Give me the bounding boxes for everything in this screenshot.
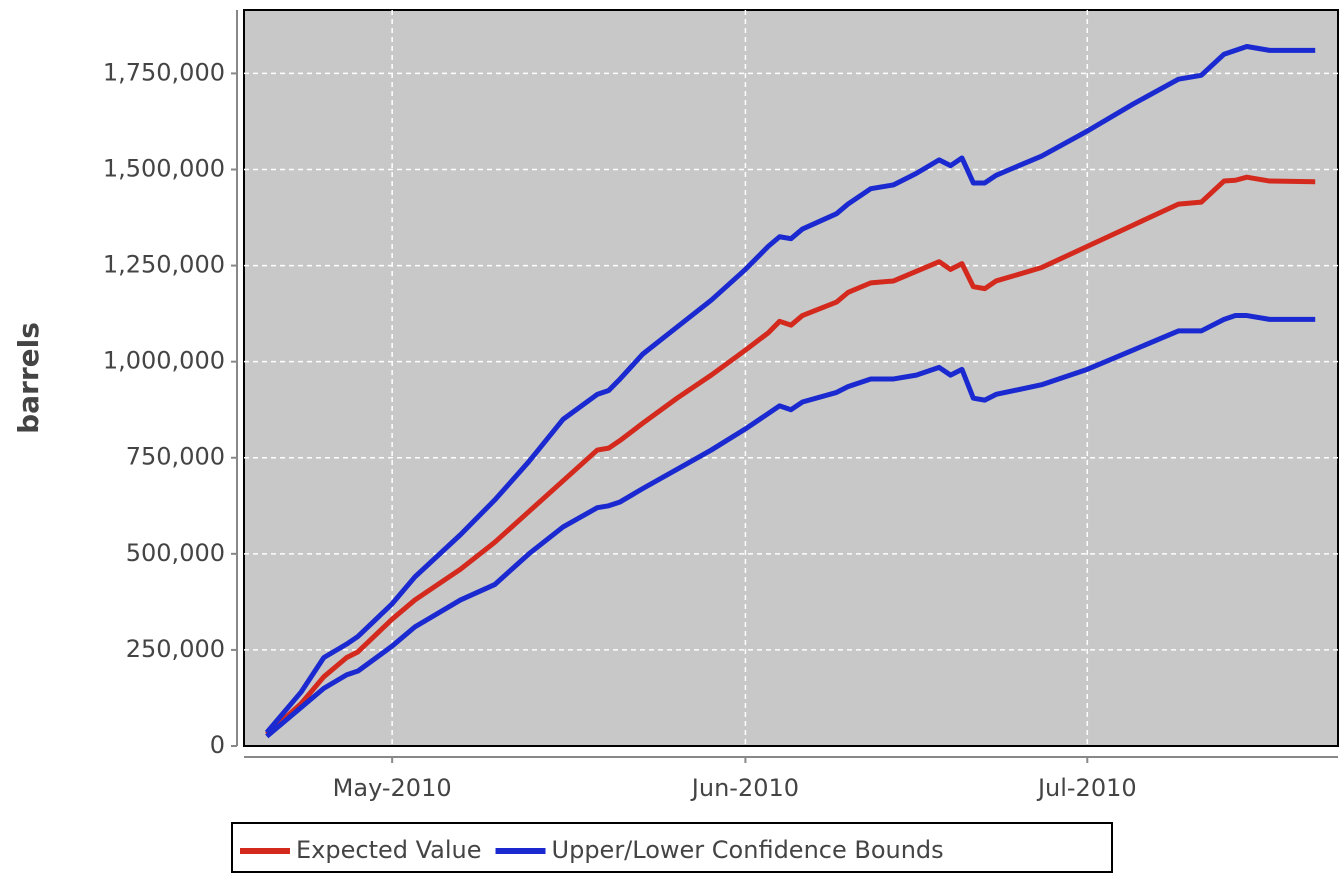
- legend: [231, 822, 1113, 873]
- y-tick-label: 1,000,000: [103, 347, 225, 375]
- y-axis-label: barrels: [12, 322, 45, 434]
- legend-label: Upper/Lower Confidence Bounds: [552, 836, 944, 864]
- y-tick-label: 500,000: [126, 539, 225, 567]
- y-tick-label: 1,500,000: [103, 154, 225, 182]
- x-tick-label: May-2010: [333, 774, 452, 802]
- y-tick-label: 1,750,000: [103, 58, 225, 86]
- series-line: [264, 44, 1316, 735]
- y-tick-label: 250,000: [126, 635, 225, 663]
- plot-area: [243, 9, 1339, 747]
- x-tick-label: Jun-2010: [690, 774, 799, 802]
- series-line: [265, 174, 1316, 737]
- legend-label: Expected Value: [296, 836, 482, 864]
- y-tick-label: 0: [210, 731, 225, 759]
- x-tick-label: Jul-2010: [1036, 774, 1137, 802]
- y-tick-label: 1,250,000: [103, 251, 225, 279]
- series-line: [265, 313, 1316, 739]
- y-tick-label: 750,000: [126, 443, 225, 471]
